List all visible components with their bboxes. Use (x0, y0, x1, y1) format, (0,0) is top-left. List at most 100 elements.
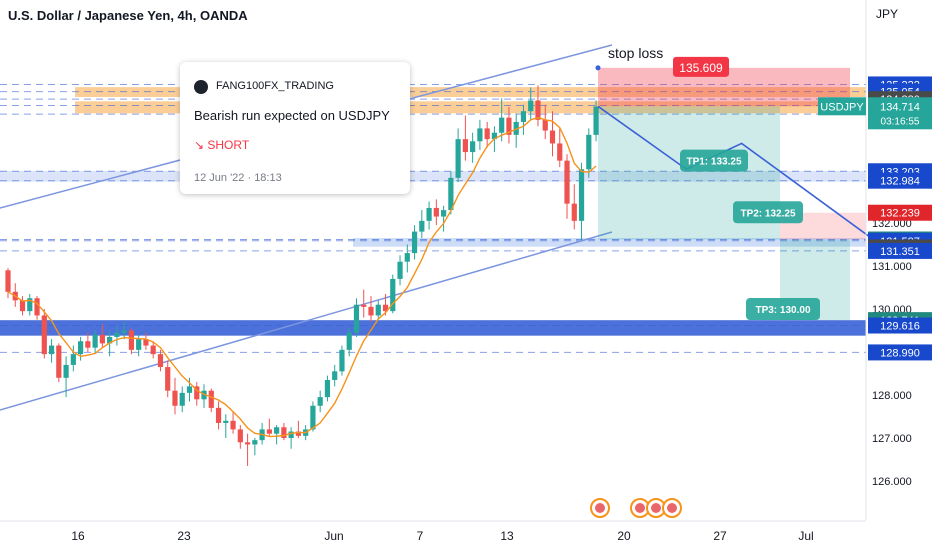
y-tick-label: 131.000 (872, 261, 912, 273)
price-badge: 128.990 (880, 347, 920, 359)
author-avatar (194, 80, 208, 94)
candle-body (252, 440, 258, 445)
channel-lower-line (0, 231, 613, 411)
x-tick-label: 27 (713, 529, 727, 543)
candle-body (324, 379, 331, 398)
candle-body (310, 405, 316, 430)
candle-body (578, 169, 585, 221)
x-tick-label: Jun (324, 529, 343, 543)
candle-body (332, 371, 338, 380)
candle-body (223, 420, 229, 423)
candle-body (121, 330, 127, 333)
candle-body (499, 117, 505, 133)
x-tick-label: 13 (500, 529, 514, 543)
symbol-title[interactable]: U.S. Dollar / Japanese Yen, 4h, OANDA (8, 8, 248, 23)
candle-body (542, 119, 548, 131)
candle-body (470, 141, 476, 153)
candle-body (404, 253, 410, 262)
candle-body (586, 134, 592, 170)
candle-body (114, 332, 120, 337)
idea-date: 12 Jun '22 · 18:13 (194, 172, 282, 184)
stop-loss-price-bg (673, 56, 729, 77)
candle-body (419, 220, 425, 232)
tp1-label-bg (680, 149, 748, 172)
candle-body (535, 100, 541, 120)
price-badge: 132.984 (880, 176, 920, 188)
candle-body (506, 117, 512, 135)
tp1-label: TP1: 133.25 (686, 157, 741, 168)
candle-body (346, 332, 352, 350)
flag-us-icon (651, 503, 661, 513)
x-tick-label: 16 (71, 529, 85, 543)
bar-countdown: 03:16:55 (881, 116, 920, 127)
candle-body (462, 139, 468, 153)
moving-average-line (7, 116, 597, 438)
candle-body (99, 334, 105, 344)
candle-body (281, 427, 287, 438)
currency-label: JPY (876, 7, 898, 21)
candle-body (317, 397, 323, 406)
candle-body (571, 203, 577, 221)
candle-body (390, 278, 396, 312)
price-badge-bg (868, 317, 932, 334)
candle-body (63, 364, 69, 378)
candle-body (266, 429, 272, 434)
candle-body (128, 330, 135, 350)
candle-body (157, 354, 164, 368)
price-badge-bg (868, 172, 932, 189)
flag-us-icon (635, 503, 645, 513)
price-badge-bg (868, 242, 932, 259)
tp2-label: TP2: 132.25 (740, 208, 795, 219)
candle-body (520, 111, 527, 122)
zone-blue-zone-131 (353, 238, 866, 247)
candle-body (441, 210, 447, 217)
candle-body (353, 304, 360, 333)
zone-blue-zone-133 (0, 170, 866, 182)
stop-loss-price: 135.609 (679, 61, 723, 75)
symbol-badge-bg (818, 97, 866, 116)
idea-headline: Bearish run expected on USDJPY (194, 108, 390, 123)
candle-body (92, 334, 98, 348)
candle-body (295, 431, 301, 436)
y-tick-label: 127.000 (872, 433, 912, 445)
candle-body (34, 298, 40, 316)
flag-us-icon (595, 503, 605, 513)
candle-body (230, 420, 236, 430)
candle-body (528, 100, 534, 112)
candle-body (107, 336, 113, 344)
candle-body (27, 298, 33, 312)
candle-body (411, 231, 418, 254)
candle-body (455, 139, 461, 178)
candle-body (491, 132, 498, 140)
candle-body (143, 339, 149, 346)
candle-body (70, 354, 76, 365)
x-tick-label: 20 (617, 529, 631, 543)
idea-card[interactable]: FANG100FX_TRADING Bearish run expected o… (180, 62, 410, 194)
candle-body (165, 367, 171, 391)
x-tick-label: Jul (798, 529, 813, 543)
price-badge: 129.616 (880, 321, 920, 333)
candle-body (208, 390, 214, 408)
price-badge-bg (868, 204, 932, 221)
candle-body (85, 341, 91, 348)
candle-body (368, 306, 374, 316)
candle-body (56, 345, 62, 378)
candle-body (448, 177, 454, 211)
tp3-label-bg (746, 298, 820, 320)
candle-body (477, 128, 483, 142)
candle-body (288, 431, 294, 438)
candle-body (237, 429, 243, 443)
candle-body (172, 390, 178, 406)
symbol-badge: USDJPY (820, 101, 864, 113)
stop-loss-label: stop loss (608, 45, 663, 61)
idea-author[interactable]: FANG100FX_TRADING (216, 80, 334, 92)
candle-body (186, 386, 193, 393)
candle-body (48, 345, 55, 355)
candle-body (41, 315, 47, 355)
candle-body (433, 207, 439, 217)
y-tick-label: 132.000 (872, 218, 912, 230)
candle-body (136, 339, 142, 350)
short-badge: ↘ SHORT (194, 138, 250, 152)
